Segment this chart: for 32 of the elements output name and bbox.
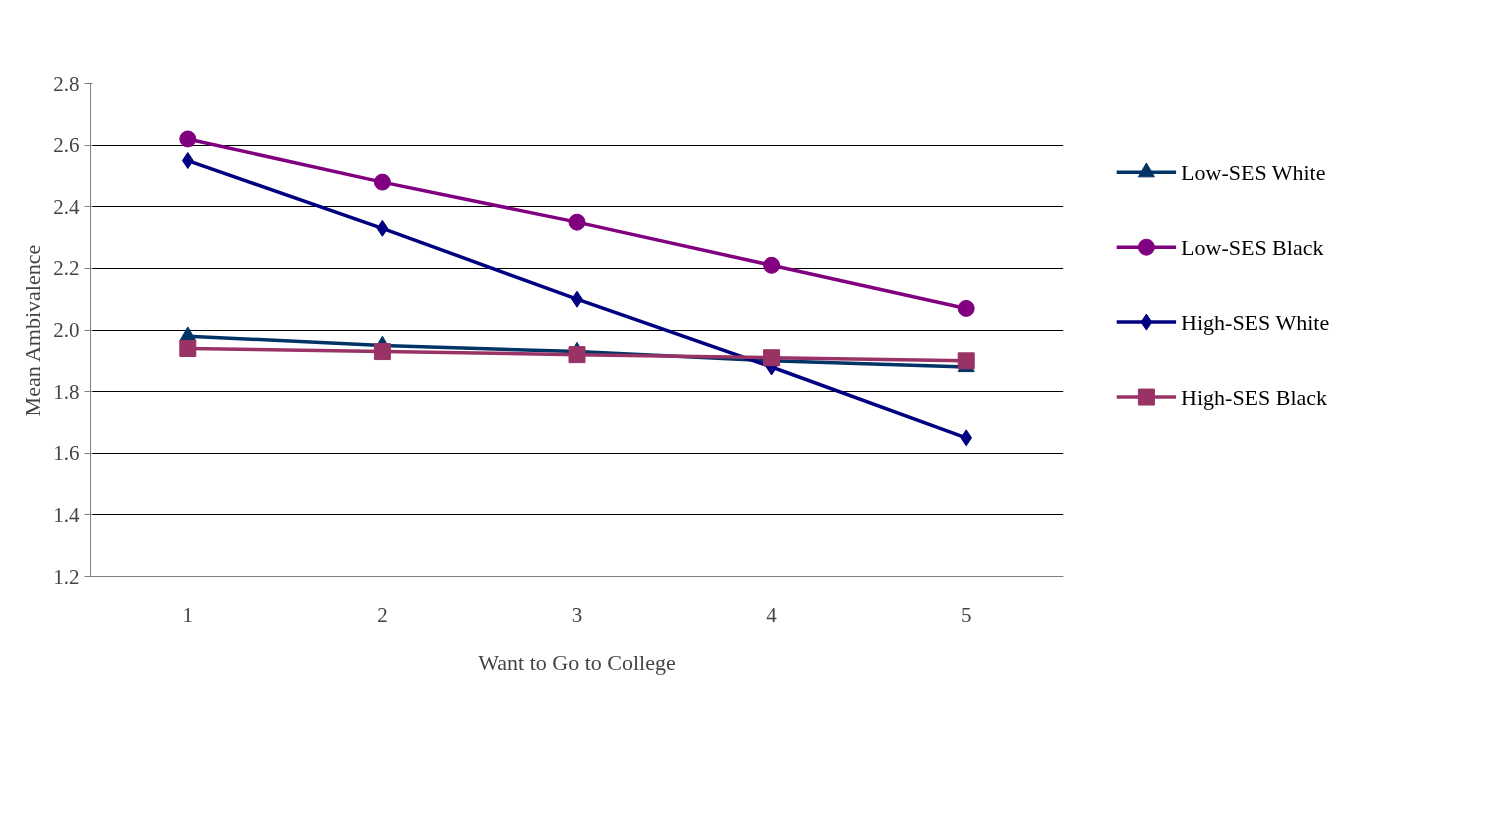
- y-axis-title: Mean Ambivalence: [20, 244, 46, 417]
- y-tick-label: 2.0: [53, 318, 80, 342]
- point: [957, 352, 975, 370]
- legend-label: Low-SES Black: [1181, 234, 1324, 260]
- point: [179, 130, 197, 148]
- legend-label: High-SES Black: [1181, 384, 1328, 410]
- point: [763, 256, 781, 274]
- point: [373, 173, 391, 191]
- x-tick-label: 2: [377, 602, 388, 627]
- x-axis-title: Want to Go to College: [478, 649, 676, 675]
- point: [568, 213, 586, 231]
- point: [957, 299, 975, 317]
- x-tick-label: 5: [960, 602, 972, 627]
- y-tick-label: 1.2: [53, 564, 80, 589]
- x-tick-label: 4: [766, 602, 778, 627]
- point: [181, 152, 194, 170]
- point: [376, 219, 389, 237]
- y-tick-label: 1.4: [53, 502, 80, 527]
- point: [568, 346, 586, 364]
- point: [960, 429, 973, 447]
- y-tick-label: 2.8: [53, 71, 80, 96]
- x-tick-label: 1: [182, 602, 194, 627]
- legend-label: Low-SES White: [1181, 159, 1326, 185]
- y-tick-label: 2.6: [53, 133, 80, 158]
- x-tick-label: 3: [571, 602, 583, 627]
- y-tick-label: 2.2: [53, 256, 80, 281]
- y-tick-label: 1.8: [53, 379, 80, 404]
- legend-label: High-SES White: [1181, 309, 1330, 335]
- y-tick-label: 2.4: [53, 194, 80, 219]
- y-tick-label: 1.6: [53, 441, 80, 466]
- point: [179, 339, 197, 357]
- point: [373, 343, 391, 361]
